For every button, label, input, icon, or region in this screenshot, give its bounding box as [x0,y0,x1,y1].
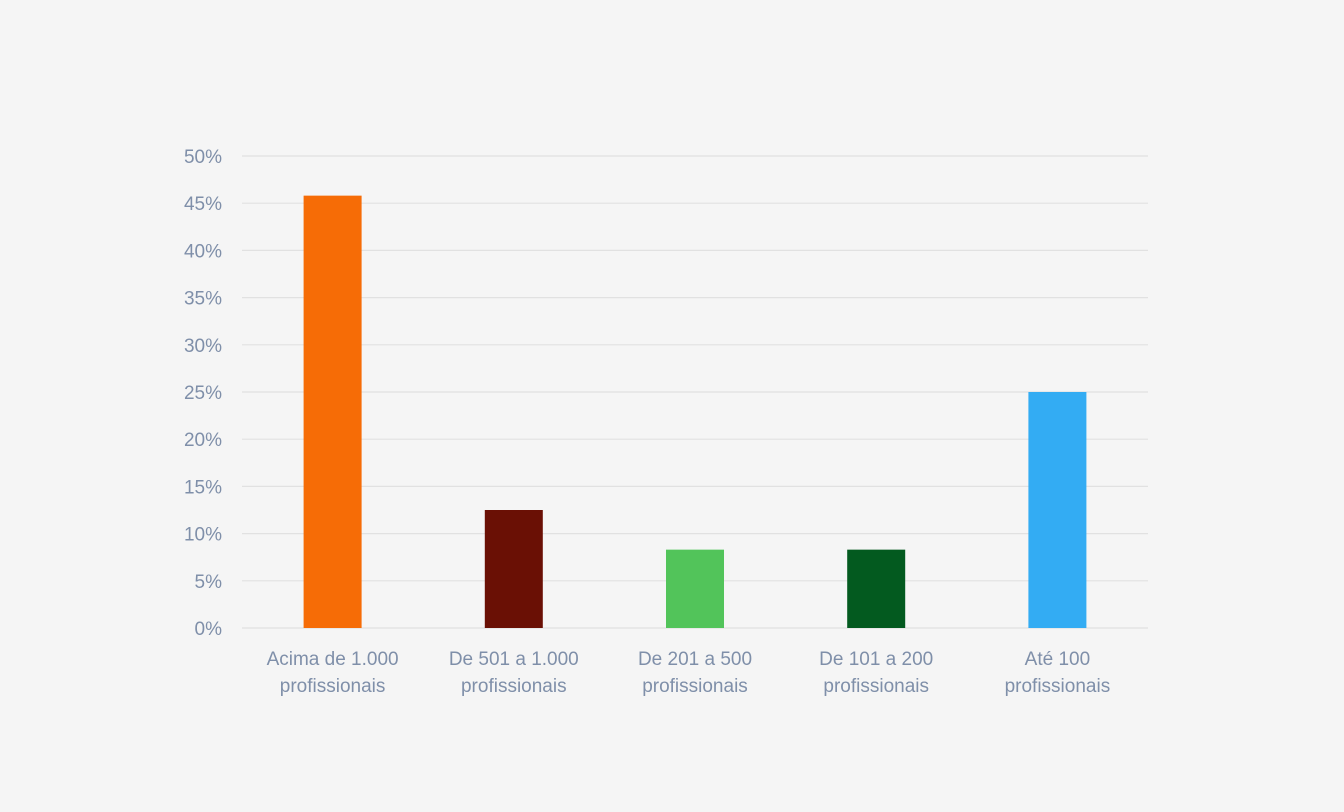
x-axis-labels: Acima de 1.000 profissionais De 501 a 1.00… [267,649,1111,697]
y-axis-ticks: 0% 5% 10% 15% 20% 25% 30% 35% 40% 45% 50% [184,147,222,640]
x-tick-label: profissionais [1005,676,1111,697]
y-tick-label: 30% [184,336,222,357]
y-tick-label: 40% [184,241,222,262]
y-tick-label: 20% [184,430,222,451]
x-tick-label: De 201 a 500 [638,649,752,670]
x-tick-label: profissionais [280,676,386,697]
x-tick-label: De 101 a 200 [819,649,933,670]
x-tick-label: Até 100 [1025,649,1091,670]
bar [484,510,543,628]
x-tick-label: Acima de 1.000 [267,649,399,670]
y-tick-label: 35% [184,289,222,310]
gridlines [242,155,1148,629]
y-tick-label: 0% [195,619,223,640]
bars [303,195,1087,628]
y-tick-label: 5% [195,572,223,593]
x-tick-label: profissionais [823,676,929,697]
bar [666,549,724,628]
y-tick-label: 45% [184,194,222,215]
bar [1028,392,1087,628]
bar [303,195,362,628]
bar [847,549,906,628]
y-tick-label: 50% [184,147,222,168]
y-tick-label: 25% [184,383,222,404]
y-tick-label: 15% [184,477,222,498]
x-tick-label: profissionais [461,676,567,697]
x-tick-label: De 501 a 1.000 [449,649,579,670]
y-tick-label: 10% [184,525,222,546]
x-tick-label: profissionais [642,676,748,697]
